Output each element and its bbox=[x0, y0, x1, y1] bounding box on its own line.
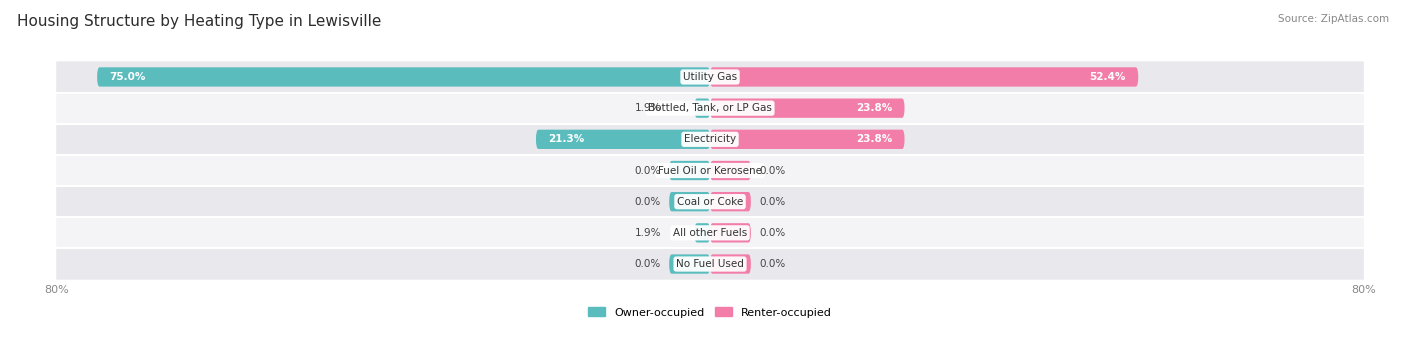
Text: 0.0%: 0.0% bbox=[759, 228, 786, 238]
FancyBboxPatch shape bbox=[669, 254, 710, 274]
Text: 52.4%: 52.4% bbox=[1090, 72, 1126, 82]
Text: 23.8%: 23.8% bbox=[856, 134, 893, 144]
Text: 0.0%: 0.0% bbox=[634, 197, 661, 207]
Text: Utility Gas: Utility Gas bbox=[683, 72, 737, 82]
FancyBboxPatch shape bbox=[695, 99, 710, 118]
FancyBboxPatch shape bbox=[56, 217, 1364, 249]
Text: All other Fuels: All other Fuels bbox=[673, 228, 747, 238]
FancyBboxPatch shape bbox=[710, 223, 751, 242]
FancyBboxPatch shape bbox=[56, 124, 1364, 155]
FancyBboxPatch shape bbox=[695, 223, 710, 242]
Text: Electricity: Electricity bbox=[683, 134, 737, 144]
FancyBboxPatch shape bbox=[669, 192, 710, 211]
Text: 0.0%: 0.0% bbox=[634, 259, 661, 269]
Text: 1.9%: 1.9% bbox=[634, 228, 661, 238]
FancyBboxPatch shape bbox=[56, 186, 1364, 217]
Text: Fuel Oil or Kerosene: Fuel Oil or Kerosene bbox=[658, 165, 762, 176]
Text: Coal or Coke: Coal or Coke bbox=[676, 197, 744, 207]
Text: 0.0%: 0.0% bbox=[759, 259, 786, 269]
FancyBboxPatch shape bbox=[56, 155, 1364, 186]
FancyBboxPatch shape bbox=[710, 161, 751, 180]
Text: Housing Structure by Heating Type in Lewisville: Housing Structure by Heating Type in Lew… bbox=[17, 14, 381, 29]
Text: 0.0%: 0.0% bbox=[759, 197, 786, 207]
Text: 0.0%: 0.0% bbox=[759, 165, 786, 176]
Text: Bottled, Tank, or LP Gas: Bottled, Tank, or LP Gas bbox=[648, 103, 772, 113]
Text: 0.0%: 0.0% bbox=[634, 165, 661, 176]
FancyBboxPatch shape bbox=[710, 99, 904, 118]
Text: 1.9%: 1.9% bbox=[634, 103, 661, 113]
FancyBboxPatch shape bbox=[710, 67, 1139, 87]
Text: Source: ZipAtlas.com: Source: ZipAtlas.com bbox=[1278, 14, 1389, 24]
FancyBboxPatch shape bbox=[97, 67, 710, 87]
Text: No Fuel Used: No Fuel Used bbox=[676, 259, 744, 269]
Text: 75.0%: 75.0% bbox=[110, 72, 146, 82]
FancyBboxPatch shape bbox=[710, 192, 751, 211]
FancyBboxPatch shape bbox=[56, 249, 1364, 280]
FancyBboxPatch shape bbox=[536, 130, 710, 149]
Text: 23.8%: 23.8% bbox=[856, 103, 893, 113]
FancyBboxPatch shape bbox=[56, 92, 1364, 124]
Text: 21.3%: 21.3% bbox=[548, 134, 585, 144]
Legend: Owner-occupied, Renter-occupied: Owner-occupied, Renter-occupied bbox=[583, 303, 837, 322]
FancyBboxPatch shape bbox=[56, 61, 1364, 92]
FancyBboxPatch shape bbox=[669, 161, 710, 180]
FancyBboxPatch shape bbox=[710, 130, 904, 149]
FancyBboxPatch shape bbox=[710, 254, 751, 274]
